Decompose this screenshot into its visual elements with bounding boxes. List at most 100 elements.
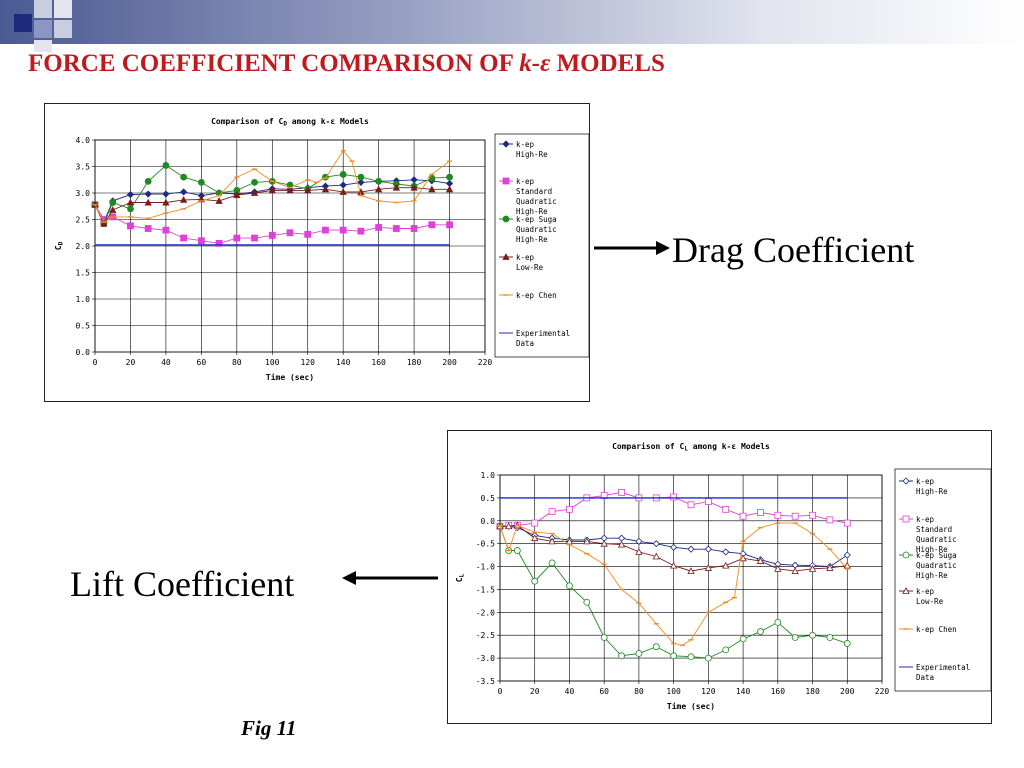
y-tick-label: 2.0 [76, 242, 91, 251]
title-epsilon: ε [540, 50, 551, 77]
slide-title: FORCE COEFFICIENT COMPARISON OF k-ε MODE… [28, 50, 665, 78]
data-point [233, 234, 241, 242]
y-tick-label: 0.0 [481, 517, 496, 526]
data-point [251, 179, 258, 186]
x-tick-label: 0 [93, 358, 98, 367]
data-point [180, 188, 188, 196]
title-prefix: FORCE COEFFICIENT COMPARISON OF [28, 50, 520, 77]
series [92, 149, 453, 223]
data-point [808, 565, 817, 572]
title-dash: - [531, 50, 541, 77]
x-tick-label: 120 [701, 687, 716, 696]
y-tick-label: 2.5 [76, 216, 91, 225]
y-tick-label: 1.5 [76, 269, 91, 278]
data-point [180, 234, 188, 242]
data-point [739, 554, 747, 562]
data-point [250, 189, 259, 196]
series-line [499, 522, 848, 646]
data-point [687, 653, 695, 661]
data-point [600, 492, 608, 499]
y-tick-label: 3.5 [76, 163, 91, 172]
data-point [100, 219, 108, 227]
x-tick-label: 180 [407, 358, 422, 367]
series-line [94, 164, 450, 225]
data-point [339, 171, 347, 178]
legend-entry: Experimental Data [916, 663, 970, 682]
y-tick-label: 0.5 [481, 494, 496, 503]
figure-caption: Fig 11 [241, 716, 297, 740]
data-point [774, 511, 782, 519]
data-point [410, 225, 418, 232]
data-point [109, 206, 117, 213]
data-point [618, 652, 625, 660]
data-point [652, 540, 660, 548]
plot-area [94, 139, 486, 353]
x-tick-label: 40 [565, 687, 575, 696]
data-point [757, 509, 764, 516]
data-point [722, 548, 730, 556]
data-point [531, 577, 539, 585]
data-point [774, 619, 782, 626]
x-axis-label: Time (sec) [266, 372, 314, 382]
legend-entry: k-ep Low-Re [516, 253, 544, 272]
x-tick-label: 20 [530, 687, 540, 696]
legend: k-ep High-Rek-ep Standard Quadratic High-Rek… [494, 133, 589, 358]
legend-entry: k-ep Standard Quadratic High-Re [516, 177, 557, 216]
data-point [126, 198, 135, 206]
x-tick-label: 80 [232, 358, 242, 367]
data-point [513, 547, 521, 554]
x-tick-label: 60 [197, 358, 207, 367]
data-point [843, 551, 851, 559]
data-point [374, 185, 383, 193]
data-point [446, 221, 453, 229]
plot-area [499, 474, 883, 682]
data-point [566, 505, 573, 513]
data-point [339, 226, 347, 234]
data-point [704, 498, 712, 505]
data-point [704, 545, 712, 553]
drag-coefficient-label: Drag Coefficient [672, 230, 915, 270]
data-point [179, 196, 188, 203]
series-line [94, 149, 450, 223]
series-line [500, 524, 848, 572]
data-point [251, 234, 258, 242]
drag-chart-svg: Comparison of CD among k-ε Models 0.0 0.5 1… [54, 116, 589, 382]
x-tick-label: 180 [805, 687, 820, 696]
data-point [652, 552, 660, 560]
data-point [687, 545, 695, 553]
data-point [127, 205, 134, 213]
chart-title: Comparison of CD among k-ε Models [211, 116, 369, 128]
data-point [531, 519, 539, 527]
lift-chart-svg: Comparison of CL among k-ε Models -3.5 -3.… [455, 441, 991, 711]
x-tick-label: 200 [442, 358, 457, 367]
x-tick-label: 220 [478, 358, 493, 367]
data-point [502, 253, 510, 260]
data-point [791, 567, 799, 575]
data-point [791, 561, 799, 569]
data-point [505, 522, 513, 530]
data-point [197, 179, 205, 186]
data-point [339, 188, 347, 195]
lift-coefficient-label: Lift Coefficient [70, 564, 295, 604]
data-point [843, 640, 851, 647]
x-tick-label: 80 [634, 687, 644, 696]
legend-entry: k-ep High-Re [916, 477, 948, 496]
data-point [826, 634, 834, 641]
data-point [445, 185, 454, 193]
y-tick-label: 3.0 [76, 189, 91, 198]
data-point [739, 512, 747, 520]
data-point [162, 162, 170, 169]
series-line [500, 525, 848, 568]
data-point [757, 628, 764, 635]
data-point [268, 186, 276, 194]
x-tick-label: 160 [371, 358, 386, 367]
data-point [286, 186, 294, 194]
data-point [162, 198, 170, 206]
data-point [531, 534, 539, 542]
logo-square [34, 0, 52, 18]
drag-chart: Comparison of CD among k-ε Models 0.0 0.5 1… [44, 103, 590, 402]
data-point [600, 539, 608, 547]
y-tick-label: -0.5 [476, 540, 495, 549]
data-point [180, 173, 188, 181]
data-point [162, 226, 170, 234]
